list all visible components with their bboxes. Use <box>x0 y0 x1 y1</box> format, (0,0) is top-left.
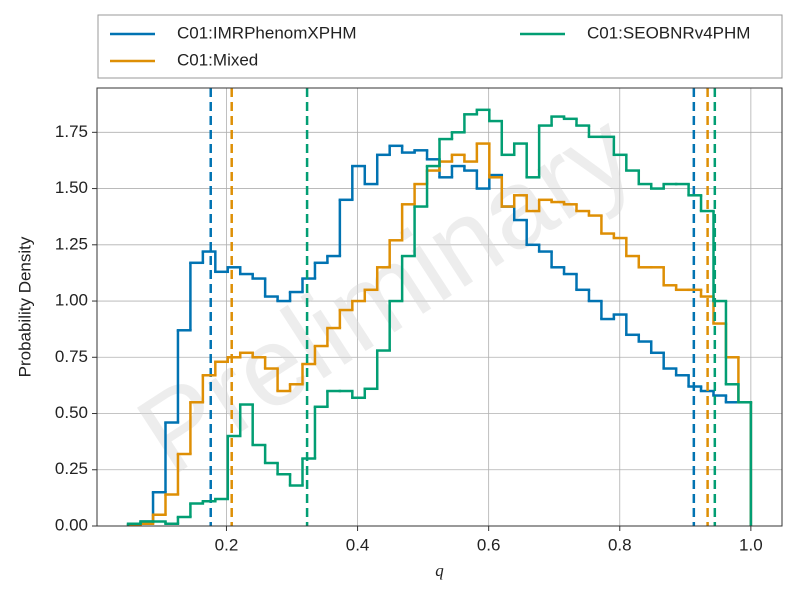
legend-label: C01:Mixed <box>177 50 258 69</box>
x-tick-label: 0.8 <box>608 535 632 554</box>
x-axis-label: q <box>435 561 444 580</box>
y-tick-label: 0.75 <box>55 347 88 366</box>
legend-label: C01:IMRPhenomXPHM <box>177 23 357 42</box>
y-tick-label: 1.50 <box>55 178 88 197</box>
x-tick-label: 0.6 <box>477 535 501 554</box>
plot-frame <box>96 87 783 527</box>
y-tick-label: 1.75 <box>55 122 88 141</box>
y-axis-label: Probability Density <box>15 236 34 377</box>
legend-label: C01:SEOBNRv4PHM <box>587 23 750 42</box>
y-tick-label: 0.00 <box>55 515 88 534</box>
x-tick-label: 0.4 <box>346 535 370 554</box>
y-tick-label: 1.00 <box>55 291 88 310</box>
y-tick-label: 0.50 <box>55 403 88 422</box>
histogram-series <box>126 88 753 526</box>
y-tick-label: 1.25 <box>55 234 88 253</box>
y-tick-label: 0.25 <box>55 459 88 478</box>
x-tick-label: 0.2 <box>215 535 239 554</box>
x-tick-label: 1.0 <box>739 535 763 554</box>
legend-box <box>97 14 783 79</box>
